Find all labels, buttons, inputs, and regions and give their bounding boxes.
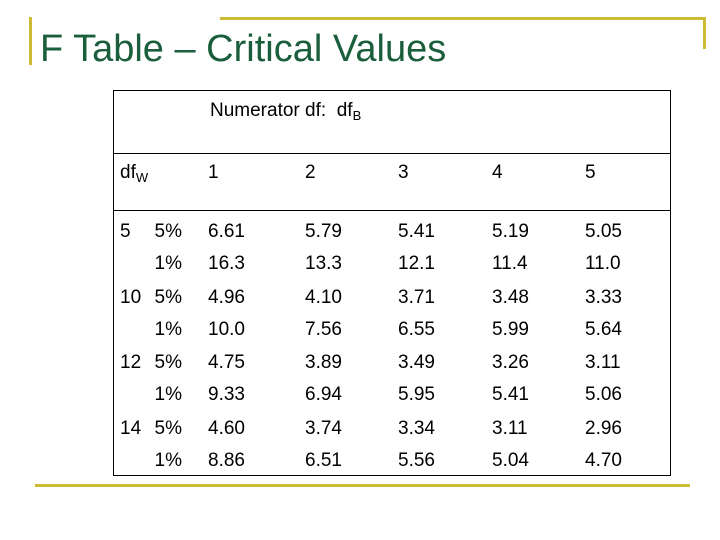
cell-value: 6.94 bbox=[305, 384, 342, 405]
cell-value: 3.34 bbox=[398, 417, 435, 439]
rule bbox=[220, 17, 706, 20]
cell-value: 3.74 bbox=[305, 417, 342, 439]
cell-value: 7.56 bbox=[305, 318, 342, 340]
row-df: 14 bbox=[120, 417, 142, 439]
rule bbox=[703, 17, 706, 49]
cell-value: 4.75 bbox=[208, 352, 245, 373]
table-border bbox=[113, 90, 671, 91]
cell-value: 5.95 bbox=[398, 384, 435, 405]
row-level: 1% bbox=[154, 384, 182, 405]
row-level: 5% bbox=[154, 286, 182, 308]
cell-value: 5.41 bbox=[492, 384, 529, 405]
cell-value: 3.11 bbox=[585, 352, 621, 373]
table-border bbox=[113, 153, 671, 154]
cell-value: 11.4 bbox=[492, 253, 528, 274]
top-label-text: Numerator df: df bbox=[210, 100, 353, 121]
cell-value: 3.49 bbox=[398, 352, 435, 373]
row-level: 1% bbox=[154, 253, 182, 274]
column-header: 4 bbox=[492, 162, 503, 183]
table-border bbox=[113, 475, 671, 476]
rule bbox=[29, 17, 32, 65]
row-level: 1% bbox=[154, 318, 182, 340]
cell-value: 12.1 bbox=[398, 253, 435, 274]
title: F Table – Critical Values bbox=[40, 28, 447, 70]
row-df: 5 bbox=[120, 221, 131, 242]
cell-value: 5.64 bbox=[585, 318, 622, 340]
cell-value: 8.86 bbox=[208, 449, 245, 471]
cell-value: 2.96 bbox=[585, 417, 622, 439]
cell-value: 4.10 bbox=[305, 286, 342, 308]
row-level: 5% bbox=[154, 417, 182, 439]
cell-value: 5.79 bbox=[305, 221, 342, 242]
cell-value: 4.70 bbox=[585, 449, 622, 471]
cell-value: 5.05 bbox=[585, 221, 622, 242]
column-header: 2 bbox=[305, 162, 316, 183]
cell-value: 3.89 bbox=[305, 352, 342, 373]
cell-value: 9.33 bbox=[208, 384, 245, 405]
cell-value: 11.0 bbox=[585, 253, 621, 274]
row-level: 5% bbox=[154, 352, 182, 373]
cell-value: 10.0 bbox=[208, 318, 245, 340]
row-header-text: df bbox=[120, 162, 136, 183]
cell-value: 5.56 bbox=[398, 449, 435, 471]
row-level: 5% bbox=[154, 221, 182, 242]
cell-value: 3.48 bbox=[492, 286, 529, 308]
table-border bbox=[113, 210, 671, 211]
cell-value: 5.99 bbox=[492, 318, 529, 340]
row-header-sub: W bbox=[135, 170, 149, 185]
cell-value: 5.41 bbox=[398, 221, 435, 242]
cell-value: 3.26 bbox=[492, 352, 529, 373]
row-df: 12 bbox=[120, 352, 142, 373]
cell-value: 4.60 bbox=[208, 417, 245, 439]
rule bbox=[35, 484, 690, 487]
row-level: 1% bbox=[154, 449, 182, 471]
column-header: 3 bbox=[398, 162, 409, 183]
cell-value: 6.55 bbox=[398, 318, 435, 340]
cell-value: 3.33 bbox=[585, 286, 622, 308]
column-header: 1 bbox=[208, 162, 219, 183]
row-df: 10 bbox=[120, 286, 142, 308]
cell-value: 5.04 bbox=[492, 449, 529, 471]
table-border bbox=[113, 90, 114, 476]
cell-value: 4.96 bbox=[208, 286, 245, 308]
table-border bbox=[670, 90, 671, 476]
top-label-sub: B bbox=[352, 108, 362, 123]
cell-value: 3.11 bbox=[492, 417, 528, 439]
cell-value: 13.3 bbox=[305, 253, 342, 274]
column-header: 5 bbox=[585, 162, 596, 183]
cell-value: 16.3 bbox=[208, 253, 245, 274]
cell-value: 6.51 bbox=[305, 449, 342, 471]
cell-value: 6.61 bbox=[208, 221, 245, 242]
cell-value: 5.19 bbox=[492, 221, 529, 242]
cell-value: 3.71 bbox=[398, 286, 435, 308]
top-label: Numerator df: dfB bbox=[210, 100, 361, 122]
cell-value: 5.06 bbox=[585, 384, 622, 405]
row-header: dfW bbox=[120, 162, 148, 184]
